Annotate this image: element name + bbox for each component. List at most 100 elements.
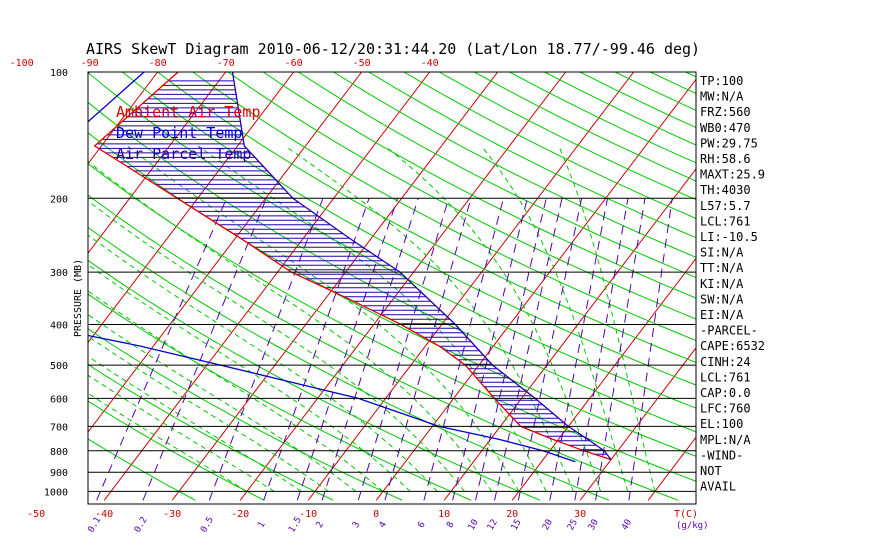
index-item: LCL:761 [700, 214, 751, 228]
pressure-tick-label: 500 [50, 361, 68, 372]
index-item: EI:N/A [700, 308, 744, 322]
mixing-ratio-tick: 2 [315, 520, 326, 530]
index-item: MW:N/A [700, 90, 744, 104]
dry-adiabat-line [192, 72, 696, 342]
pressure-tick-label: 800 [50, 447, 68, 458]
dew-point-temp-line [88, 72, 576, 463]
dry-adiabat-line [88, 438, 196, 501]
legend-ambient-air-temp: Ambient Air Temp [116, 103, 261, 121]
index-item: EL:100 [700, 417, 743, 431]
bottom-temperature-tick: -40 [95, 509, 113, 520]
dry-adiabat-line [650, 72, 696, 95]
bottom-temperature-tick: -50 [27, 509, 45, 520]
top-temperature-tick: -60 [285, 58, 303, 69]
bottom-temperature-tick: 30 [574, 509, 586, 520]
pressure-tick-label: 100 [50, 68, 68, 79]
top-temperature-tick: -70 [217, 58, 235, 69]
index-item: L57:5.7 [700, 199, 751, 213]
pressure-tick-label: 400 [50, 321, 68, 332]
isotherm-line [0, 72, 22, 500]
cape-hatch [96, 80, 611, 460]
mixing-ratio-line [357, 198, 450, 501]
isotherm-line [239, 72, 567, 501]
index-item: LCL:761 [700, 370, 751, 384]
isotherm-line [375, 78, 696, 501]
isotherm-line [784, 72, 870, 500]
mixing-ratio-line [517, 198, 583, 501]
mixing-ratio-line [423, 198, 504, 501]
moist-adiabat-line [384, 145, 601, 492]
moist-adiabat-line [88, 234, 438, 492]
dry-adiabat-line [88, 293, 472, 501]
mixing-ratio-line [452, 198, 528, 501]
top-temperature-tick: -80 [149, 58, 167, 69]
pressure-tick-label: 200 [50, 194, 68, 205]
mixing-ratio-tick: 3 [351, 520, 362, 530]
mixing-ratio-tick: 15 [510, 518, 524, 532]
top-temperature-tick: -40 [421, 58, 439, 69]
isotherm-line [171, 72, 499, 501]
dry-adiabat-line [88, 400, 265, 501]
index-item: -WIND- [700, 448, 743, 462]
dry-adiabat-line [438, 72, 696, 201]
dry-adiabat-line [262, 72, 696, 299]
mixing-ratio-tick: 8 [445, 520, 456, 530]
mixing-ratio-tick: 6 [416, 520, 427, 530]
x-axis-label: T(C) [674, 509, 698, 520]
dry-adiabat-line [157, 72, 696, 364]
mixing-ratio-line [494, 198, 563, 501]
moist-adiabat-line [88, 200, 465, 492]
pressure-tick-label: 300 [50, 268, 68, 279]
mixing-ratio-line [549, 198, 609, 501]
dry-adiabat-line [88, 363, 334, 501]
index-item: SI:N/A [700, 246, 744, 260]
index-item: TH:4030 [700, 183, 751, 197]
mixing-ratio-tick: 12 [486, 518, 500, 532]
mixing-ratio-line [263, 198, 370, 501]
index-item: MAXT:25.9 [700, 168, 765, 182]
pressure-tick-label: 600 [50, 394, 68, 405]
mixing-ratio-tick: 10 [467, 518, 481, 532]
top-temperature-tick: -90 [81, 58, 99, 69]
mixing-ratio-tick: 0.2 [133, 515, 150, 534]
dry-adiabat-line [88, 194, 679, 501]
index-item: -PARCEL- [700, 324, 758, 338]
index-item: KI:N/A [700, 277, 744, 291]
index-item: AVAIL [700, 480, 736, 494]
moist-adiabat-line [126, 145, 520, 492]
index-item: MPL:N/A [700, 433, 751, 447]
mixing-ratio-line [142, 198, 267, 501]
axes-layer: 1002003004005006007008009001000-120-110-… [10, 58, 697, 535]
bottom-temperature-tick: 10 [438, 509, 450, 520]
moist-adiabat-line [284, 145, 574, 492]
isotherm-line [579, 347, 696, 501]
mixing-ratio-line [628, 198, 673, 501]
index-item: CINH:24 [700, 355, 751, 369]
moist-adiabat-line [558, 145, 656, 492]
legend-air-parcel-temp: Air Parcel Temp [116, 145, 251, 163]
dry-adiabat-line [474, 72, 696, 182]
index-item: LI:-10.5 [700, 230, 758, 244]
pressure-tick-label: 1000 [44, 487, 68, 498]
dry-adiabat-line [122, 72, 696, 386]
dry-adiabat-line [88, 226, 610, 501]
isotherm-line [511, 257, 696, 501]
isotherm-line [647, 436, 696, 501]
index-item: NOT [700, 464, 722, 478]
bottom-temperature-tick: 0 [373, 509, 379, 520]
mixing-ratio-unit: (g/kg) [676, 521, 709, 531]
bottom-temperature-tick: 20 [506, 509, 518, 520]
legend-dew-point-temp: Dew Point Temp [116, 124, 242, 142]
moist-adiabat-line [480, 145, 629, 492]
isotherm-line [103, 72, 431, 501]
index-item: PW:29.75 [700, 136, 758, 150]
moist-adiabat-line [88, 355, 302, 492]
series-layer [88, 72, 612, 463]
dry-adiabat-line [88, 72, 696, 409]
chart-title: AIRS SkewT Diagram 2010-06-12/20:31:44.2… [86, 40, 700, 58]
dry-adiabat-line [88, 259, 541, 501]
dry-adiabat-line [88, 328, 403, 501]
index-item: TP:100 [700, 74, 743, 88]
index-item: CAPE:6532 [700, 339, 765, 353]
